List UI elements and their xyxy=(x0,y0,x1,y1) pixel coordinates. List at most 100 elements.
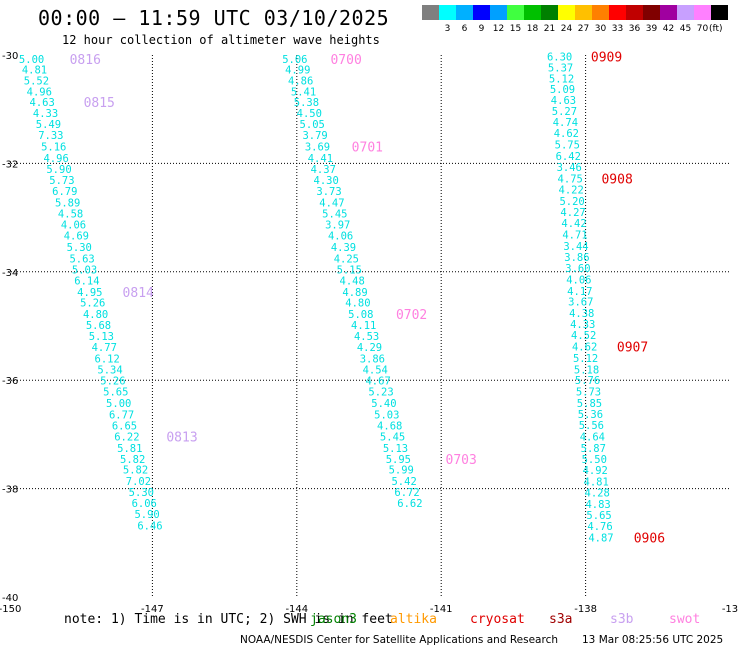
swh-value-label: 5.30 xyxy=(67,242,92,254)
swh-value-label: 5.15 xyxy=(337,265,362,277)
colorbar-label: 27 xyxy=(577,24,590,34)
swh-value-label: 6.30 xyxy=(547,52,572,64)
longitude-tick-label: -138 xyxy=(574,604,597,615)
swh-value-label: 5.08 xyxy=(348,309,373,321)
colorbar-label: 24 xyxy=(560,24,573,34)
swh-value-label: 4.41 xyxy=(308,153,333,165)
swh-value-label: 4.77 xyxy=(92,342,117,354)
swh-value-label: 5.85 xyxy=(577,398,602,410)
colorbar-swatch xyxy=(524,5,541,20)
colorbar-label: 33 xyxy=(611,24,624,34)
colorbar-label: 70 xyxy=(696,24,709,34)
colorbar-swatch xyxy=(660,5,677,20)
swh-value-label: 6.72 xyxy=(394,487,419,499)
pass-time-label: 0909 xyxy=(591,51,622,66)
swh-value-label: 4.80 xyxy=(345,298,370,310)
pass-time-label: 0906 xyxy=(634,531,665,546)
swh-value-label: 6.65 xyxy=(112,421,137,433)
longitude-tick-label: -141 xyxy=(430,604,453,615)
swh-value-label: 4.81 xyxy=(584,477,609,489)
swh-value-label: 5.87 xyxy=(581,443,606,455)
colorbar-label: 6 xyxy=(461,24,468,34)
swh-value-label: 4.25 xyxy=(334,253,359,265)
swh-value-label: 4.53 xyxy=(354,331,379,343)
swh-value-label: 4.28 xyxy=(585,487,610,499)
swh-value-label: 5.75 xyxy=(555,139,580,151)
swh-value-label: 6.22 xyxy=(114,432,139,444)
legend-s3b: s3b xyxy=(610,612,634,627)
swh-value-label: 4.37 xyxy=(311,164,336,176)
colorbar-label: 42 xyxy=(662,24,675,34)
swh-value-label: 4.06 xyxy=(328,230,353,242)
swh-value-label: 5.13 xyxy=(89,331,114,343)
swh-value-label: 4.87 xyxy=(588,532,613,544)
pass-time-label: 0816 xyxy=(70,53,101,68)
swh-value-label: 4.64 xyxy=(580,432,605,444)
colorbar-label: 3 xyxy=(444,24,451,34)
swh-value-label: 5.68 xyxy=(86,320,111,332)
swh-value-label: 5.52 xyxy=(24,75,49,87)
pass-time-label: 0700 xyxy=(330,53,361,68)
swh-value-label: 6.62 xyxy=(397,498,422,510)
swh-value-label: 5.49 xyxy=(36,119,61,131)
swh-value-label: 3.60 xyxy=(565,263,590,275)
colorbar-swatch xyxy=(507,5,524,20)
swh-value-label: 4.63 xyxy=(30,97,55,109)
swh-value-label: 5.09 xyxy=(550,84,575,96)
swh-value-label: 3.86 xyxy=(360,354,385,366)
swh-value-label: 4.06 xyxy=(61,220,86,232)
legend-altika: altika xyxy=(390,612,437,627)
swh-value-label: 5.56 xyxy=(579,420,604,432)
swh-value-label: 5.38 xyxy=(294,97,319,109)
swh-value-label: 5.05 xyxy=(300,119,325,131)
legend-jason3: jason3 xyxy=(310,612,357,627)
pass-time-label: 0702 xyxy=(396,308,427,323)
swh-value-label: 5.65 xyxy=(103,387,128,399)
swh-value-label: 4.67 xyxy=(365,376,390,388)
colorbar-label: 12 xyxy=(492,24,505,34)
swh-value-label: 4.48 xyxy=(340,275,365,287)
swh-value-label: 5.18 xyxy=(574,364,599,376)
colorbar-label: 21 xyxy=(543,24,556,34)
swh-value-label: 7.33 xyxy=(38,130,63,142)
swh-value-label: 4.17 xyxy=(567,286,592,298)
swh-value-label: 5.23 xyxy=(368,387,393,399)
colorbar-unit: (ft) xyxy=(709,24,723,34)
swh-value-label: 5.12 xyxy=(549,73,574,85)
colorbar-swatch xyxy=(456,5,473,20)
swh-value-label: 5.95 xyxy=(386,454,411,466)
swh-value-label: 6.46 xyxy=(137,520,162,532)
swh-value-label: 6.06 xyxy=(132,498,157,510)
swh-value-label: 4.33 xyxy=(33,108,58,120)
colorbar-label: 36 xyxy=(628,24,641,34)
swh-value-label: 4.22 xyxy=(559,184,584,196)
swh-value-label: 4.38 xyxy=(569,308,594,320)
swh-value-label: 5.42 xyxy=(391,476,416,488)
swh-value-label: 4.54 xyxy=(363,364,388,376)
colorbar-swatch xyxy=(422,5,439,20)
legend-s3a: s3a xyxy=(549,612,573,627)
colorbar-swatch xyxy=(626,5,643,20)
legend-swot: swot xyxy=(669,612,701,627)
credit-line: NOAA/NESDIS Center for Satellite Applica… xyxy=(240,634,558,646)
map-subtitle: 12 hour collection of altimeter wave hei… xyxy=(62,33,380,47)
swh-value-label: 3.79 xyxy=(302,130,327,142)
swh-value-label: 6.14 xyxy=(74,275,99,287)
swh-value-label: 4.92 xyxy=(583,465,608,477)
swh-value-label: 4.06 xyxy=(566,274,591,286)
swh-value-label: 4.39 xyxy=(331,242,356,254)
swh-value-label: 5.26 xyxy=(80,298,105,310)
swh-value-label: 5.00 xyxy=(19,54,44,66)
latitude-tick-label: -34 xyxy=(2,268,18,279)
pass-time-label: 0908 xyxy=(601,173,632,188)
swh-value-label: 4.62 xyxy=(554,128,579,140)
colorbar-label: 45 xyxy=(679,24,692,34)
longitude-tick-label: -13 xyxy=(722,604,738,615)
colorbar-swatch xyxy=(711,5,728,20)
generated-timestamp: 13 Mar 08:25:56 UTC 2025 xyxy=(582,634,724,646)
swh-value-label: 5.03 xyxy=(72,265,97,277)
swh-value-label: 6.77 xyxy=(109,409,134,421)
swh-value-label: 6.42 xyxy=(556,151,581,163)
pass-time-label: 0701 xyxy=(352,141,383,156)
